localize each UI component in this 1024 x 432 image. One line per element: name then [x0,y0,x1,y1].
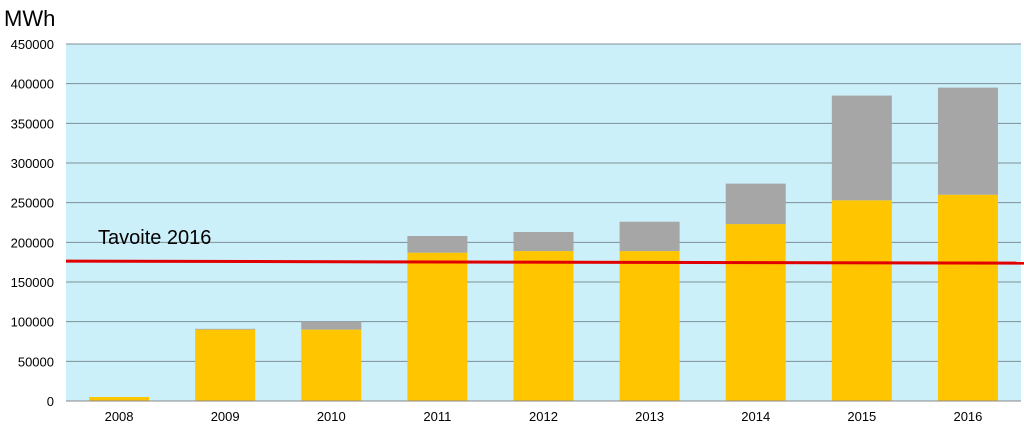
bar-2009-segment-2 [195,328,256,330]
bar-2010-segment-1 [301,329,362,401]
y-tick-label: 300000 [11,156,54,171]
y-tick-label: 150000 [11,275,54,290]
y-tick-label: 200000 [11,235,54,250]
bar-2015-segment-2 [831,95,892,201]
bar-2016-segment-2 [937,87,998,195]
x-tick-label: 2013 [635,409,664,424]
bar-2014-segment-1 [725,224,786,401]
target-line [65,259,1024,265]
bar-2015-segment-1 [831,200,892,401]
y-tick-label: 450000 [11,37,54,52]
x-tick-label: 2009 [211,409,240,424]
x-axis-ticks: 2008 2009 2010 2011 2012 2013 2014 2015 2016 [105,409,983,424]
y-tick-label: 50000 [18,354,54,369]
bar-2016-segment-1 [937,194,998,401]
x-tick-label: 2010 [317,409,346,424]
bar-2014-segment-2 [725,183,786,225]
y-tick-label: 350000 [11,116,54,131]
bar-2013-segment-2 [619,221,680,252]
bar-2012-segment-1 [513,251,574,401]
x-tick-label: 2011 [423,409,451,424]
x-tick-label: 2012 [529,409,558,424]
bars [89,87,998,401]
y-axis-label: MWh [4,6,55,31]
target-label: Tavoite 2016 [98,227,211,249]
x-tick-label: 2014 [741,409,770,424]
y-tick-label: 400000 [11,77,54,92]
y-axis-ticks: 0 50000 100000 150000 200000 250000 300000 3500… [11,37,54,409]
y-tick-label: 250000 [11,196,54,211]
bar-2012-segment-2 [513,232,574,252]
bar-2011-segment-1 [407,252,468,401]
bar-2010-segment-2 [301,321,362,330]
x-tick-label: 2016 [953,409,982,424]
bar-2009-segment-1 [195,329,256,401]
y-tick-label: 0 [47,394,54,409]
x-tick-label: 2015 [847,409,876,424]
bar-2011-segment-2 [407,235,468,253]
x-tick-label: 2008 [105,409,134,424]
bar-2008-segment-1 [89,397,150,401]
y-tick-label: 100000 [11,315,54,330]
bar-2013-segment-1 [619,251,680,401]
